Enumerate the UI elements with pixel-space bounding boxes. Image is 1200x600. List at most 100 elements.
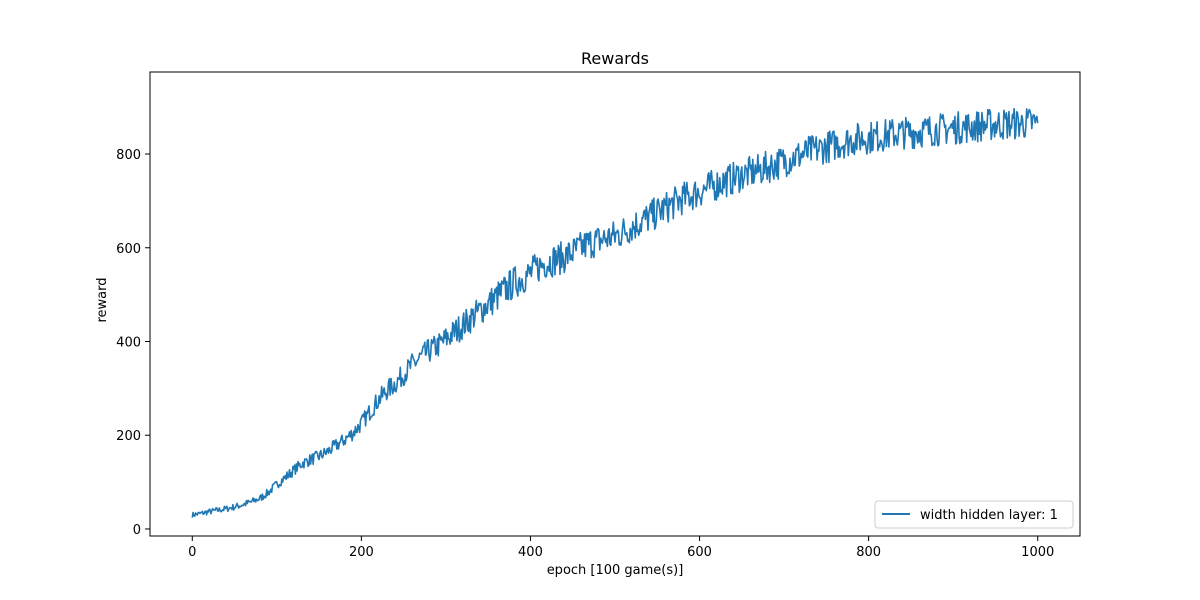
chart-title: Rewards (581, 49, 649, 68)
data-point (445, 338, 447, 340)
data-point (918, 131, 920, 133)
data-point (453, 331, 455, 333)
data-point (411, 364, 413, 366)
data-point (986, 124, 988, 126)
data-point (995, 124, 997, 126)
data-point (631, 226, 633, 228)
data-point (487, 303, 489, 305)
data-point (766, 166, 768, 168)
data-point (800, 154, 802, 156)
data-point (293, 469, 295, 471)
data-point (369, 411, 371, 413)
data-point (504, 289, 506, 291)
data-point (580, 247, 582, 249)
data-point (572, 251, 574, 253)
data-point (817, 148, 819, 150)
data-point (749, 172, 751, 174)
x-axis-label: epoch [100 game(s)] (547, 563, 684, 578)
y-axis-label: reward (95, 277, 110, 322)
data-point (842, 141, 844, 143)
data-point (758, 169, 760, 171)
data-point (1003, 123, 1005, 125)
data-point (200, 513, 202, 515)
data-point (191, 514, 193, 516)
y-tick-label: 200 (116, 429, 141, 444)
data-point (673, 202, 675, 204)
data-point (741, 174, 743, 176)
data-point (327, 451, 329, 453)
data-point (648, 216, 650, 218)
data-point (310, 459, 312, 461)
x-tick-label: 200 (349, 545, 374, 560)
data-point (1020, 123, 1022, 125)
data-point (217, 509, 219, 511)
x-tick-label: 1000 (1021, 545, 1054, 560)
data-point (716, 184, 718, 186)
data-point (876, 135, 878, 137)
data-point (868, 137, 870, 139)
plot-area (191, 107, 1039, 518)
data-point (792, 157, 794, 159)
data-point (665, 207, 667, 209)
data-point (639, 221, 641, 223)
legend-frame (874, 500, 1074, 529)
data-point (707, 187, 709, 189)
data-point (479, 310, 481, 312)
data-point (859, 138, 861, 140)
data-point (834, 144, 836, 146)
data-point (935, 129, 937, 131)
data-point (910, 132, 912, 134)
data-point (614, 235, 616, 237)
data-point (377, 399, 379, 401)
data-point (428, 350, 430, 352)
series-line-rewards (191, 107, 1039, 518)
legend: width hidden layer: 1 (874, 500, 1074, 529)
data-point (732, 177, 734, 179)
data-point (623, 230, 625, 232)
data-point (276, 483, 278, 485)
data-point (394, 383, 396, 385)
data-point (1011, 123, 1013, 125)
data-point (699, 191, 701, 193)
data-point (521, 277, 523, 279)
data-point (961, 126, 963, 128)
data-point (284, 476, 286, 478)
data-point (656, 212, 658, 214)
data-point (513, 282, 515, 284)
data-point (724, 180, 726, 182)
data-point (885, 134, 887, 136)
data-point (1028, 122, 1030, 124)
data-point (437, 345, 439, 347)
data-point (301, 462, 303, 464)
axes-frame (149, 71, 1081, 537)
data-point (538, 266, 540, 268)
data-point (606, 237, 608, 239)
y-tick-label: 600 (116, 242, 141, 257)
data-point (952, 127, 954, 129)
data-point (225, 508, 227, 510)
x-tick-label: 600 (687, 545, 712, 560)
data-point (386, 390, 388, 392)
data-point (809, 151, 811, 153)
y-tick-label: 0 (133, 523, 141, 538)
data-point (259, 498, 261, 500)
data-point (403, 373, 405, 375)
data-point (893, 133, 895, 135)
data-point (563, 256, 565, 258)
data-point (470, 317, 472, 319)
data-point (927, 130, 929, 132)
data-point (783, 160, 785, 162)
x-tick-label: 800 (856, 545, 881, 560)
data-point (530, 273, 532, 275)
data-point (902, 132, 904, 134)
data-point (234, 506, 236, 508)
data-point (825, 146, 827, 148)
data-point (352, 432, 354, 434)
data-point (682, 198, 684, 200)
y-tick-label: 400 (116, 335, 141, 350)
data-point (944, 128, 946, 130)
data-point (360, 423, 362, 425)
data-point (496, 296, 498, 298)
data-point (1037, 122, 1039, 124)
